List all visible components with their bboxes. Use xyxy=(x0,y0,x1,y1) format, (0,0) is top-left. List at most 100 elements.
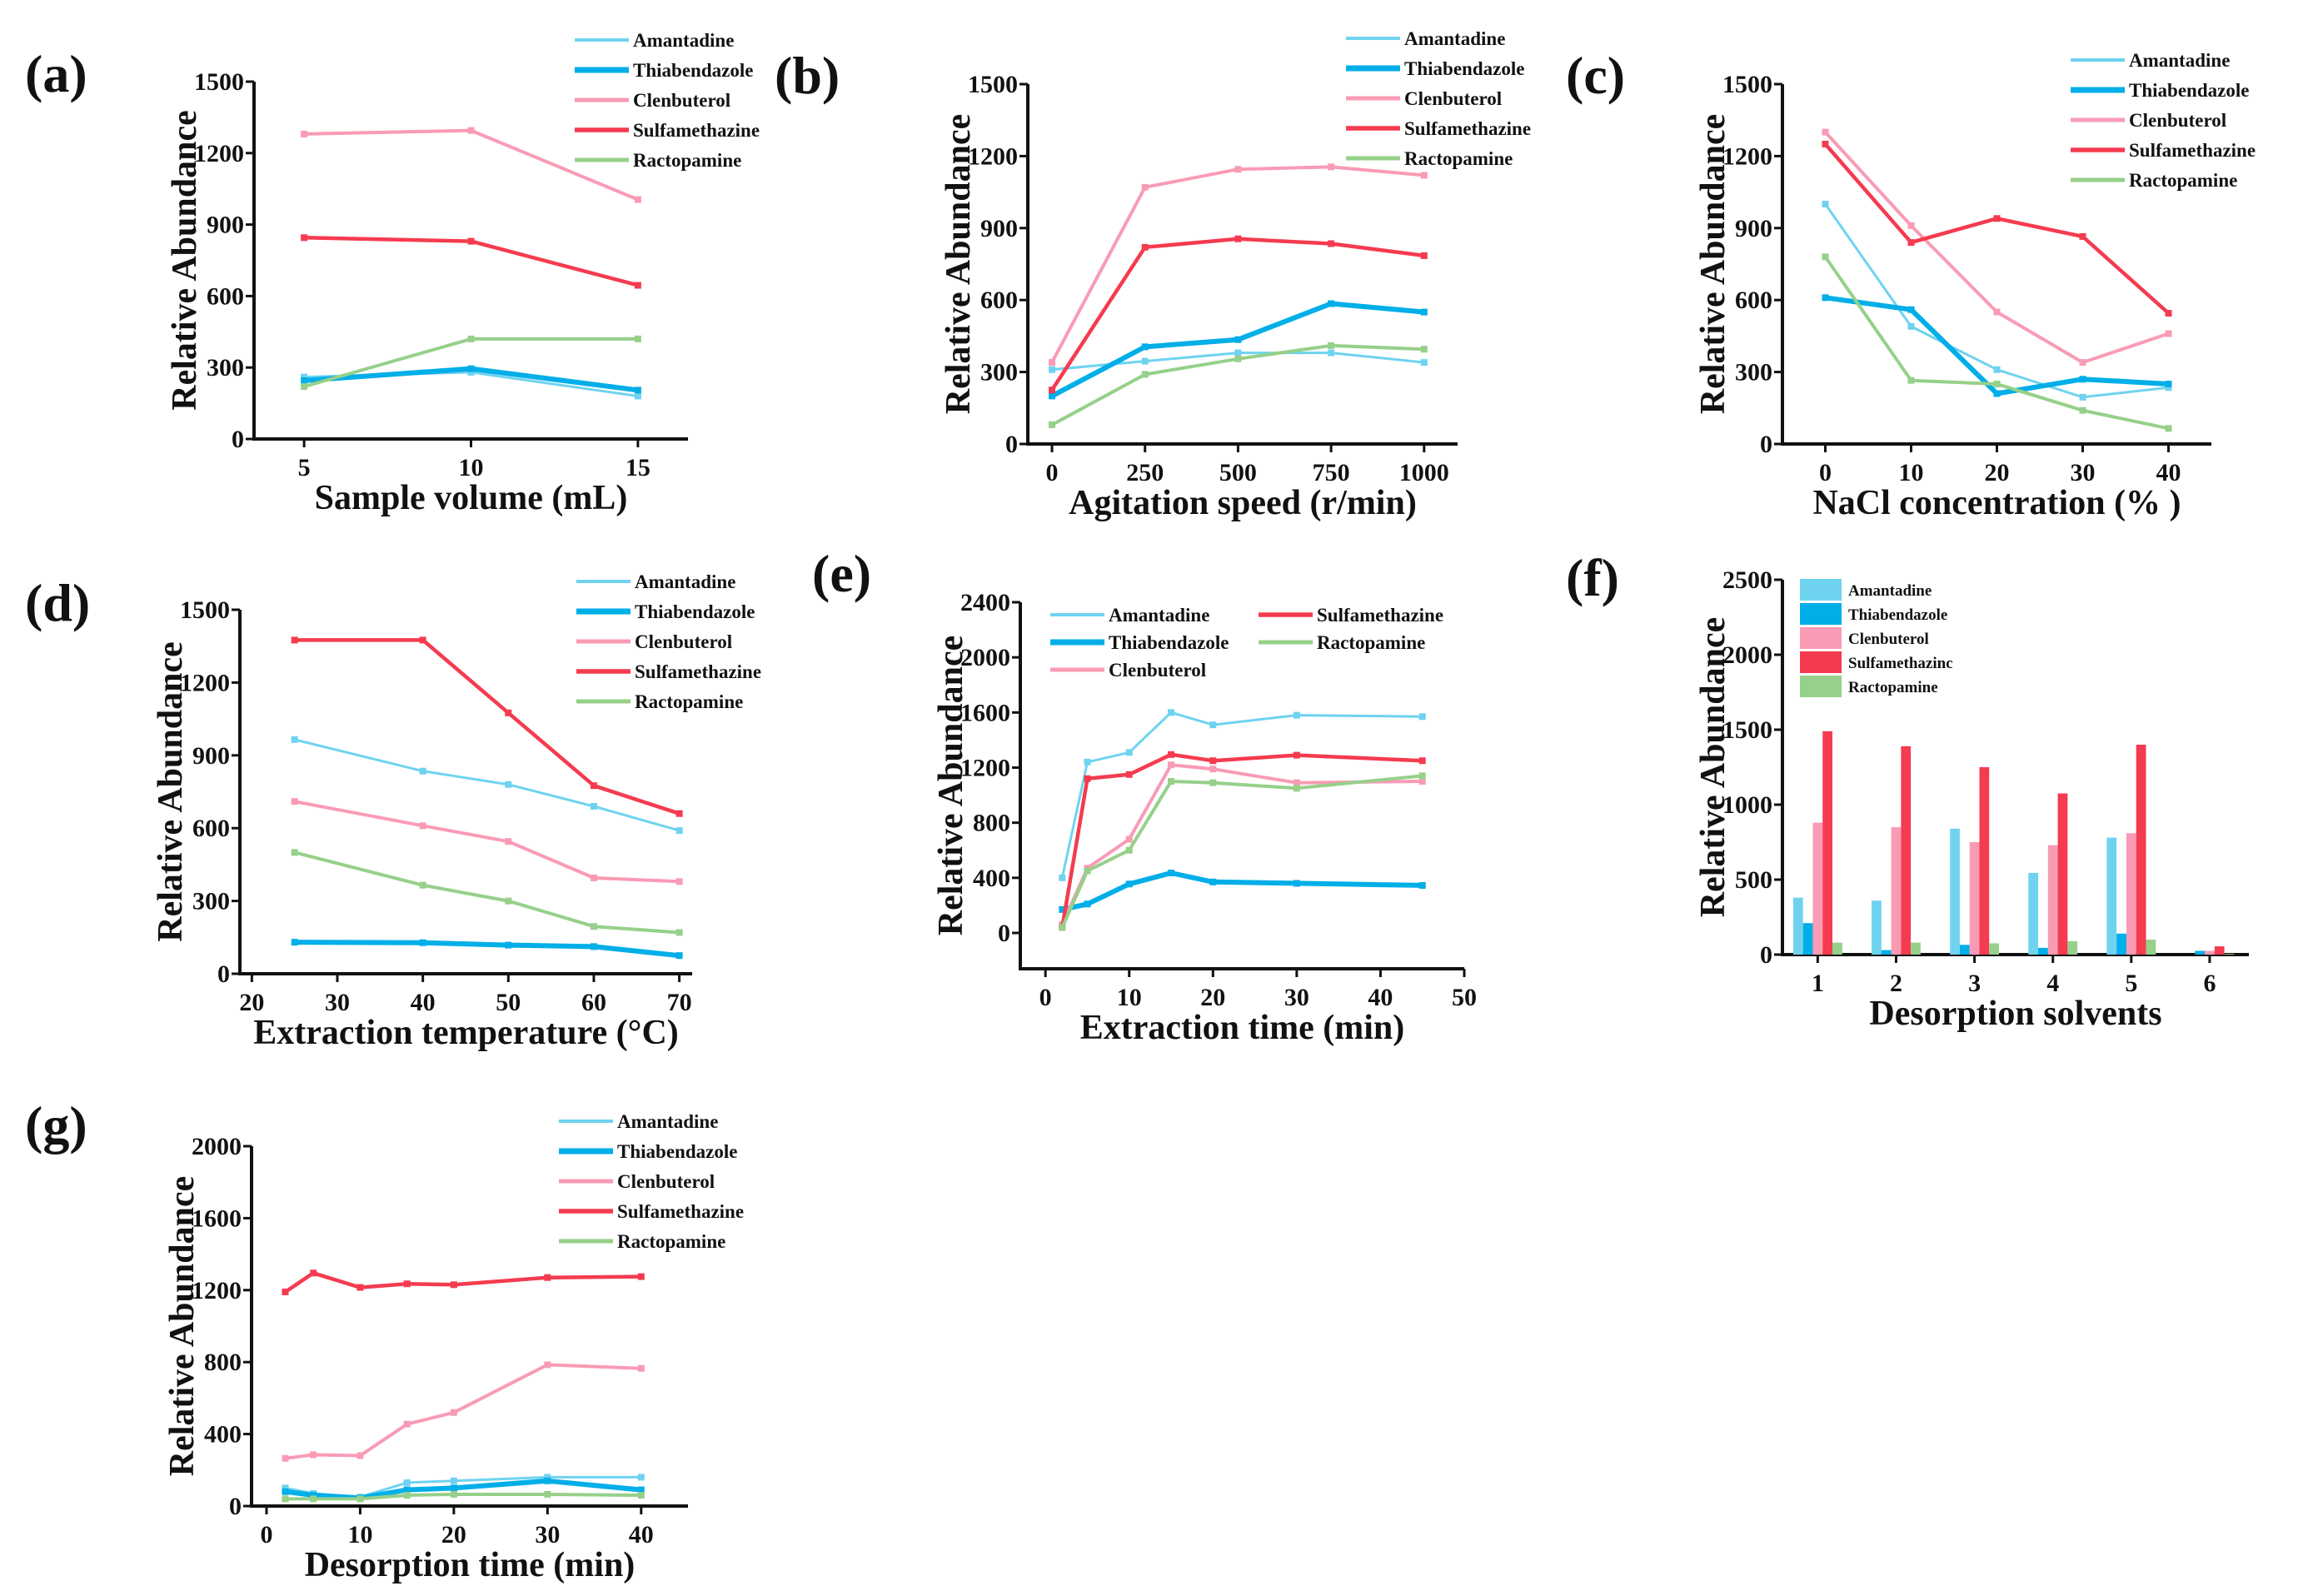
data-point xyxy=(310,1495,317,1503)
panel-label: (d) xyxy=(25,573,90,632)
y-tick-label: 600 xyxy=(1735,287,1772,314)
data-point xyxy=(637,1273,645,1280)
data-point xyxy=(1293,711,1300,719)
data-point xyxy=(1328,240,1335,247)
chart-panel-b: (b) 0 300 600 900 1200 1500 0 250 500 750 1000Agita… xyxy=(775,28,1531,522)
legend-label: Ractopamine xyxy=(617,1231,725,1252)
y-tick-label: 1200 xyxy=(194,140,244,167)
data-point xyxy=(1234,166,1242,173)
y-tick-label: 900 xyxy=(207,212,244,239)
y-tick-label: 900 xyxy=(1735,215,1772,242)
bar-amantadine xyxy=(2028,872,2039,955)
y-tick-label: 1500 xyxy=(1722,716,1772,744)
data-point xyxy=(419,881,426,889)
legend: Amantadine Thiabendazole Clenbuterol Sulfam… xyxy=(576,571,761,712)
data-point xyxy=(1168,709,1175,716)
series-line-clenbuterol xyxy=(304,128,639,202)
data-point xyxy=(310,1269,317,1277)
legend-label: Sulfamethazine xyxy=(1317,605,1443,626)
y-tick-label: 1200 xyxy=(192,1277,242,1304)
series-line-clenbuterol xyxy=(1050,165,1424,364)
data-point xyxy=(1059,874,1066,881)
data-point xyxy=(1420,172,1428,179)
data-point xyxy=(1168,778,1175,786)
data-point xyxy=(505,709,512,716)
data-point xyxy=(1234,355,1242,362)
y-tick-label: 900 xyxy=(192,742,230,770)
data-point xyxy=(1907,322,1915,330)
legend: Amantadine Thiabendazole Clenbuterol Sulfam… xyxy=(1800,579,1953,697)
x-tick-label: 3 xyxy=(1968,970,1981,997)
x-tick-label: 30 xyxy=(2071,459,2096,486)
data-point xyxy=(467,365,475,372)
legend-label: Clenbuterol xyxy=(1109,660,1206,681)
legend-label: Amantadine xyxy=(633,30,734,51)
data-point xyxy=(1168,870,1175,877)
y-tick-label: 1500 xyxy=(194,68,244,96)
data-point xyxy=(467,237,475,245)
data-point xyxy=(1822,141,1829,147)
data-point xyxy=(356,1452,364,1459)
series-line-ractopamine xyxy=(1823,256,2169,431)
data-point xyxy=(1420,308,1428,316)
data-point xyxy=(2165,330,2172,337)
data-point xyxy=(282,1488,289,1495)
data-point xyxy=(403,1420,411,1428)
data-point xyxy=(544,1474,551,1481)
data-point xyxy=(590,782,597,790)
y-tick-label: 600 xyxy=(207,282,244,310)
data-point xyxy=(1049,359,1056,367)
y-axis-title: Relative Abundance xyxy=(932,636,970,936)
y-tick-label: 2400 xyxy=(960,589,1010,616)
x-tick-label: 5 xyxy=(2125,970,2137,997)
y-tick-label: 1600 xyxy=(192,1204,242,1232)
series-line-thiabendazole xyxy=(294,940,680,959)
data-point xyxy=(1084,758,1091,766)
data-point xyxy=(1049,392,1056,400)
x-tick-label: 0 xyxy=(1819,459,1832,486)
x-tick-label: 500 xyxy=(1219,459,1257,486)
bar-ractopamine xyxy=(2146,940,2156,955)
legend-label: Amantadine xyxy=(635,571,735,592)
legend-label: Amantadine xyxy=(1109,605,1209,626)
data-point xyxy=(1993,390,2001,397)
x-tick-label: 30 xyxy=(325,989,350,1016)
legend-label: Amantadine xyxy=(617,1111,718,1132)
data-point xyxy=(637,1364,645,1372)
series-line-clenbuterol xyxy=(1060,763,1423,925)
data-point xyxy=(282,1484,289,1492)
y-tick-label: 0 xyxy=(1005,431,1018,458)
y-tick-label: 600 xyxy=(192,815,230,842)
data-point xyxy=(1420,359,1428,367)
data-point xyxy=(403,1280,411,1288)
data-point xyxy=(634,282,641,289)
x-tick-label: 20 xyxy=(1200,984,1225,1011)
x-tick-label: 10 xyxy=(1899,459,1924,486)
x-tick-label: 20 xyxy=(441,1521,466,1549)
data-point xyxy=(467,335,475,342)
y-tick-label: 800 xyxy=(973,810,1010,837)
data-point xyxy=(1993,366,2001,373)
data-point xyxy=(1125,835,1133,843)
data-point xyxy=(2165,425,2172,432)
y-tick-label: 0 xyxy=(1760,431,1772,458)
x-tick-label: 4 xyxy=(2046,970,2059,997)
data-point xyxy=(2079,232,2086,240)
data-point xyxy=(356,1284,364,1291)
data-point xyxy=(1328,349,1335,357)
bar-thiabendazole xyxy=(2195,950,2206,955)
series-line-amantadine xyxy=(294,738,680,832)
legend-label: Thiabendazole xyxy=(2129,80,2249,101)
data-point xyxy=(419,636,426,644)
data-point xyxy=(467,368,475,376)
x-tick-label: 5 xyxy=(298,454,311,481)
data-point xyxy=(2165,381,2172,387)
data-point xyxy=(1141,243,1149,251)
series-line-ractopamine xyxy=(294,850,680,935)
data-point xyxy=(634,392,641,400)
axes xyxy=(1019,602,1464,970)
data-point xyxy=(1418,778,1426,786)
bar-thiabendazole xyxy=(2116,933,2126,955)
data-point xyxy=(675,827,683,835)
data-point xyxy=(1168,751,1175,758)
